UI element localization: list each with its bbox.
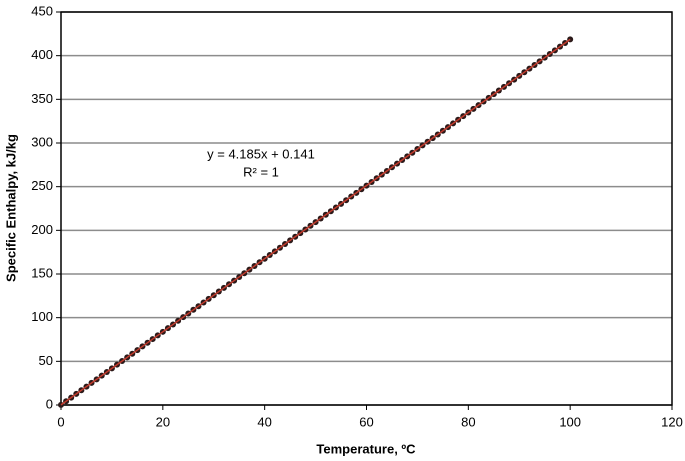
x-tick-label: 0: [57, 414, 64, 429]
y-tick-label: 50: [39, 353, 53, 368]
x-tick-label: 120: [661, 414, 683, 429]
x-tick-label: 40: [257, 414, 271, 429]
trendline: [60, 38, 571, 406]
x-tick-label: 20: [156, 414, 170, 429]
y-tick-label: 350: [31, 91, 53, 106]
plot-border: [60, 11, 673, 406]
y-tick-label: 150: [31, 265, 53, 280]
y-tick-label: 250: [31, 178, 53, 193]
x-axis-title: Temperature, ºC: [316, 441, 416, 456]
annotation: R² = 1: [243, 164, 279, 179]
y-tick-label: 400: [31, 47, 53, 62]
x-tick-label: 60: [359, 414, 373, 429]
y-tick-label: 300: [31, 134, 53, 149]
y-axis-title: Specific Enthalpy, kJ/kg: [3, 134, 18, 282]
grid: [56, 11, 673, 410]
y-tick-label: 100: [31, 309, 53, 324]
y-tick-label: 0: [46, 396, 53, 411]
y-tick-label: 450: [31, 3, 53, 18]
annotation: y = 4.185x + 0.141: [207, 146, 315, 161]
marks: [58, 36, 574, 408]
x-tick-label: 100: [559, 414, 581, 429]
y-tick-label: 200: [31, 222, 53, 237]
x-tick-label: 80: [461, 414, 475, 429]
